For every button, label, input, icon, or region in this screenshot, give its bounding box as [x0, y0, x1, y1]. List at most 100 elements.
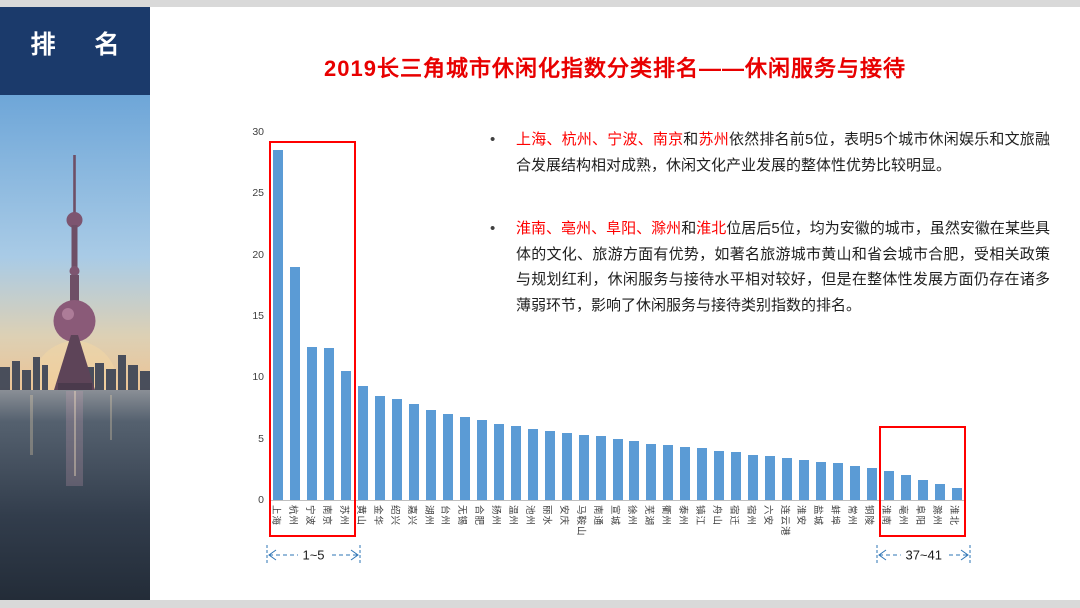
- range-arrow: 37~41: [876, 543, 971, 567]
- bar: [595, 436, 606, 500]
- bottom-margin-strip: [0, 600, 1080, 608]
- bar: [714, 450, 725, 500]
- rank-badge-label: 排 名: [30, 31, 136, 59]
- slide-main: 2019长三角城市休闲化指数分类排名——休闲服务与接待 0 5 10 15 20 25 30…: [150, 7, 1080, 600]
- top-margin-strip: [0, 0, 1080, 7]
- x-axis-city-label: 丽水: [541, 505, 553, 527]
- x-axis-line: [270, 500, 965, 501]
- bar: [731, 452, 742, 500]
- highlighted-city-names: 淮南、亳州、阜阳、滁州: [516, 220, 682, 237]
- x-axis-city-label: 盐城: [812, 505, 824, 527]
- bullet-marker: •: [490, 220, 496, 237]
- bar: [527, 428, 538, 500]
- x-axis-city-label: 宣城: [609, 505, 620, 527]
- highlighted-city-names: 淮北: [696, 220, 727, 237]
- bar: [324, 347, 335, 500]
- highlighted-city-names: 上海、杭州、宁波、南京: [516, 131, 684, 148]
- shanghai-photo-illustration: [0, 95, 150, 600]
- sidebar-photo-panel: 排 名: [0, 7, 150, 600]
- x-axis-city-label: 连云港: [778, 505, 790, 537]
- x-axis-city-label: 安庆: [558, 505, 570, 527]
- x-axis-city-label: 池州: [524, 505, 536, 527]
- bar: [883, 470, 894, 500]
- bullet-text: 上海、杭州、宁波、南京和苏州依然排名前5位，表明5个城市休闲娱乐和文旅融合发展结…: [516, 127, 1050, 178]
- x-axis-city-label: 常州: [846, 505, 858, 527]
- ranking-bar-chart: 0 5 10 15 20 25 30 上海 杭州 宁波 南京 苏州 黄山 金华 绍兴 嘉兴 湖州 台州 无锡 合肥 扬州…: [150, 7, 1080, 600]
- bar: [612, 438, 623, 500]
- bar: [629, 441, 640, 500]
- shanghai-skyline-photo: [0, 95, 150, 600]
- rank-range-box: [879, 426, 966, 537]
- bar: [663, 444, 674, 500]
- bar: [442, 414, 453, 500]
- y-tick-label: 20: [252, 248, 264, 261]
- bar: [459, 416, 470, 500]
- slide-title: 2019长三角城市休闲化指数分类排名——休闲服务与接待: [324, 56, 906, 81]
- bar: [476, 420, 487, 500]
- bar: [273, 150, 284, 500]
- bar: [697, 448, 708, 500]
- x-axis-city-label: 绍兴: [388, 505, 400, 527]
- range-label: 37~41: [900, 547, 947, 563]
- x-axis-city-label: 马鞍山: [575, 505, 587, 537]
- oriental-pearl-tower: [53, 155, 96, 390]
- bar: [375, 395, 386, 500]
- bar: [748, 454, 759, 500]
- bar: [849, 465, 860, 500]
- bar: [680, 447, 691, 500]
- bullet-text-segment: 和: [681, 220, 697, 237]
- bar: [544, 431, 555, 500]
- bullet-marker: •: [490, 131, 496, 148]
- bar: [307, 346, 318, 500]
- bar: [561, 432, 572, 500]
- x-axis-city-label: 淮安: [795, 505, 807, 527]
- bar: [900, 475, 911, 500]
- bar: [510, 426, 521, 500]
- x-axis-city-label: 合肥: [473, 505, 485, 527]
- bar: [409, 404, 420, 500]
- x-axis-city-label: 南通: [592, 505, 604, 527]
- y-tick-label: 0: [258, 494, 264, 506]
- rank-badge: 排 名: [0, 7, 150, 95]
- bar: [392, 399, 403, 500]
- x-axis-city-label: 金华: [371, 505, 383, 527]
- bar: [832, 463, 843, 500]
- y-tick-label: 30: [252, 126, 264, 138]
- y-tick-label: 15: [252, 310, 264, 322]
- y-tick-label: 10: [252, 371, 264, 384]
- x-axis-city-label: 蚌埠: [829, 505, 841, 527]
- x-axis-city-label: 衢州: [659, 505, 671, 527]
- bar: [917, 480, 928, 500]
- bullet-text-segment: 依然排名前5位，表明5个城市休闲娱乐和文旅融合发展结构相对成熟，休闲文化产业发展…: [516, 131, 1050, 174]
- bar: [493, 423, 504, 500]
- range-label: 1~5: [297, 547, 330, 563]
- bar: [765, 455, 776, 500]
- bullet-item: • 上海、杭州、宁波、南京和苏州依然排名前5位，表明5个城市休闲娱乐和文旅融合发展…: [490, 127, 1050, 178]
- x-axis-city-label: 台州: [439, 505, 451, 527]
- bar: [290, 266, 301, 500]
- bar: [578, 434, 589, 500]
- bar: [426, 410, 437, 500]
- highlighted-city-names: 苏州: [698, 131, 729, 148]
- x-axis-city-label: 宿迁: [727, 505, 739, 527]
- x-axis-city-label: 湖州: [422, 505, 434, 527]
- x-axis-city-label: 徐州: [625, 505, 637, 527]
- bar: [934, 484, 945, 500]
- bar: [646, 443, 657, 500]
- x-axis-city-label: 扬州: [490, 505, 502, 527]
- x-axis-city-label: 泰州: [676, 505, 688, 527]
- bar: [341, 371, 352, 500]
- y-tick-label: 25: [252, 187, 264, 200]
- x-axis-city-label: 无锡: [456, 505, 468, 527]
- rank-range-box: [269, 140, 356, 537]
- bullet-text-segment: 和: [683, 131, 699, 148]
- x-axis-city-label: 嘉兴: [405, 505, 417, 527]
- range-arrow: 1~5: [266, 543, 361, 567]
- x-axis-city-label: 黄山: [354, 505, 366, 527]
- x-axis-city-label: 镇江: [693, 505, 705, 527]
- bar: [782, 458, 792, 500]
- x-axis-city-label: 芜湖: [642, 505, 654, 527]
- bullet-list: • 上海、杭州、宁波、南京和苏州依然排名前5位，表明5个城市休闲娱乐和文旅融合发展…: [490, 127, 1050, 356]
- x-axis-city-label: 铜陵: [863, 505, 875, 527]
- bullet-item: • 淮南、亳州、阜阳、滁州和淮北位居后5位，均为安徽的城市，虽然安徽在某些具体的文…: [490, 216, 1050, 318]
